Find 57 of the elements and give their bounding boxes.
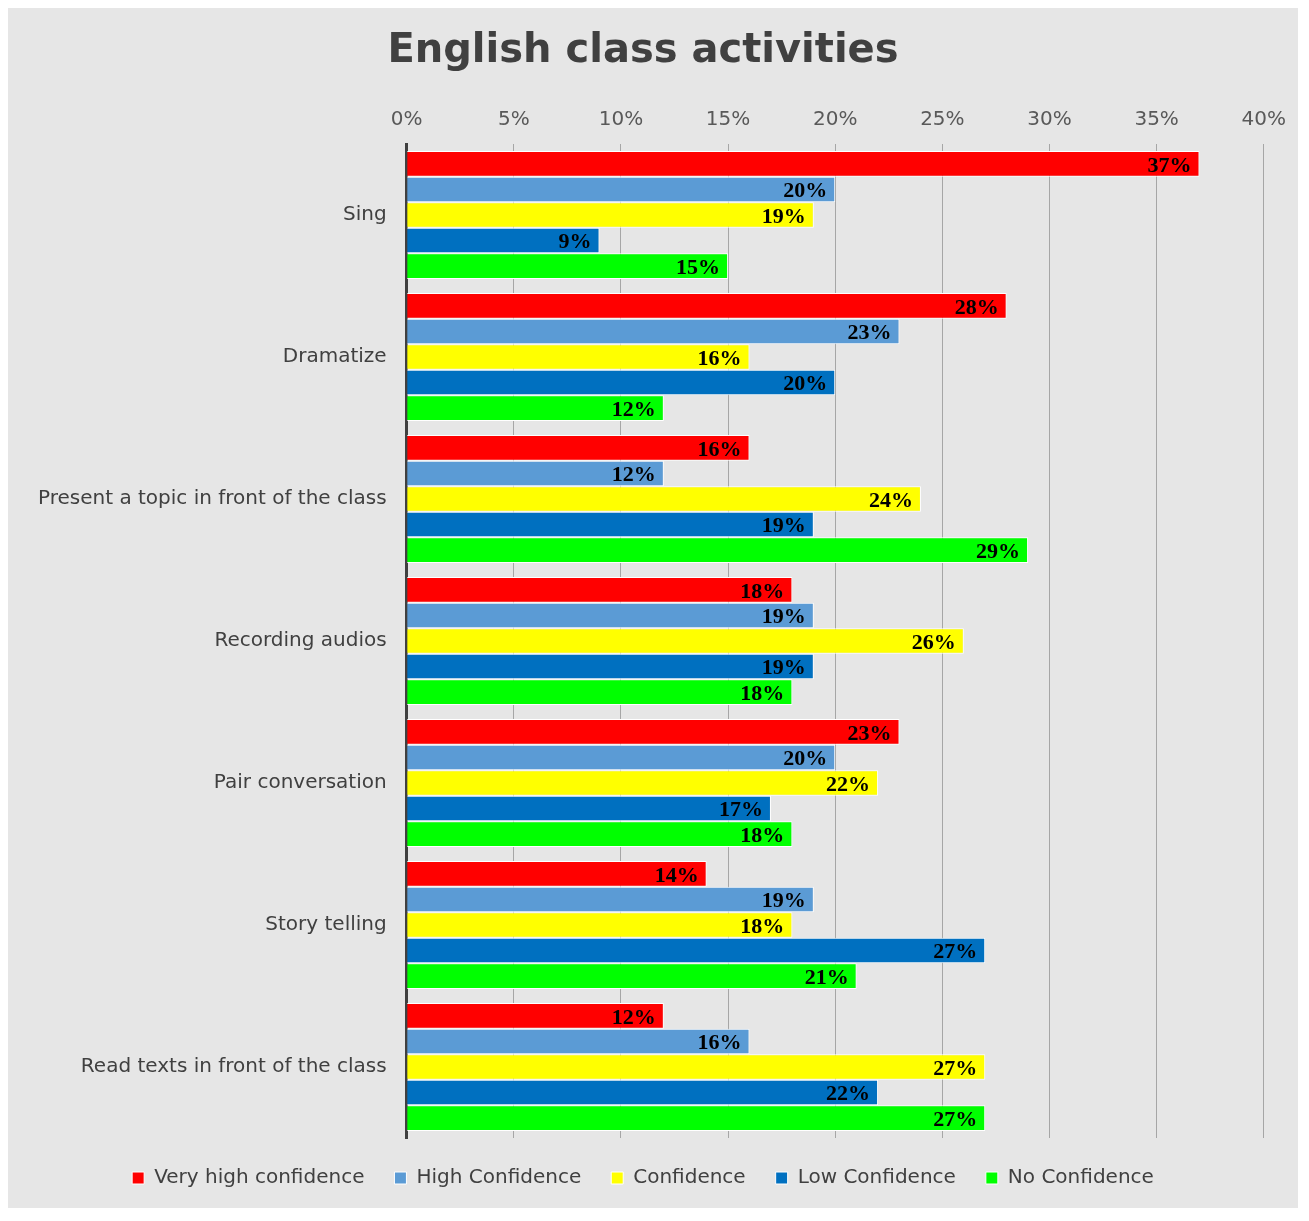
data-label: 16%: [697, 344, 742, 370]
x-tick-label: 20%: [813, 106, 858, 131]
legend-label: Low Confidence: [797, 1164, 956, 1189]
data-label: 21%: [804, 963, 849, 989]
legend-label: High Confidence: [416, 1164, 582, 1189]
data-label: 18%: [740, 577, 785, 603]
data-label: 16%: [697, 435, 742, 461]
legend-label: Very high confidence: [154, 1164, 365, 1189]
data-label: 12%: [611, 461, 656, 487]
y-tick-label: Recording audios: [214, 627, 387, 652]
data-label: 37%: [1147, 151, 1192, 177]
data-label: 23%: [847, 719, 892, 745]
x-tick-label: 15%: [705, 106, 751, 131]
data-label: 20%: [783, 177, 828, 203]
data-label: 22%: [826, 1080, 871, 1106]
data-label: 18%: [740, 912, 785, 938]
data-label: 14%: [654, 861, 699, 887]
data-label: 18%: [740, 821, 785, 847]
data-label: 20%: [783, 745, 828, 771]
x-tick-label: 5%: [497, 106, 530, 131]
data-label: 24%: [868, 486, 913, 512]
x-tick-label: 10%: [598, 106, 644, 131]
y-tick-label: Present a topic in front of the class: [37, 485, 387, 510]
y-tick-label: Story telling: [265, 911, 387, 936]
data-label: 16%: [697, 1029, 742, 1055]
x-tick-label: 25%: [920, 106, 965, 131]
data-label: 28%: [954, 293, 999, 319]
data-label: 22%: [826, 770, 871, 796]
legend-label: Confidence: [633, 1164, 746, 1189]
y-tick-label: Pair conversation: [213, 769, 387, 794]
data-label: 27%: [933, 938, 978, 964]
data-label: 23%: [847, 319, 892, 345]
data-label: 19%: [761, 603, 806, 629]
data-label: 12%: [611, 395, 656, 421]
data-label: 18%: [740, 679, 785, 705]
y-tick-label: Read texts in front of the class: [80, 1053, 387, 1078]
x-tick-label: 0%: [390, 106, 423, 131]
legend-label: No Confidence: [1007, 1164, 1154, 1189]
x-tick-label: 35%: [1134, 106, 1179, 131]
data-label: 26%: [911, 628, 956, 654]
y-tick-label: Dramatize: [282, 343, 387, 368]
y-tick-label: Sing: [343, 201, 387, 226]
data-label: 15%: [676, 253, 721, 279]
data-label: 27%: [933, 1054, 978, 1080]
x-tick-label: 40%: [1241, 106, 1286, 131]
data-label: 9%: [558, 228, 592, 254]
data-label: 29%: [976, 537, 1021, 563]
data-label: 19%: [761, 887, 806, 913]
data-label: 27%: [933, 1105, 978, 1131]
data-label: 20%: [783, 370, 828, 396]
data-label: 17%: [718, 796, 763, 822]
data-label: 19%: [761, 654, 806, 680]
data-label: 19%: [761, 202, 806, 228]
data-label: 19%: [761, 512, 806, 538]
chart-title: English class activities: [387, 25, 899, 72]
x-tick-label: 30%: [1027, 106, 1072, 131]
data-label: 12%: [611, 1003, 656, 1029]
